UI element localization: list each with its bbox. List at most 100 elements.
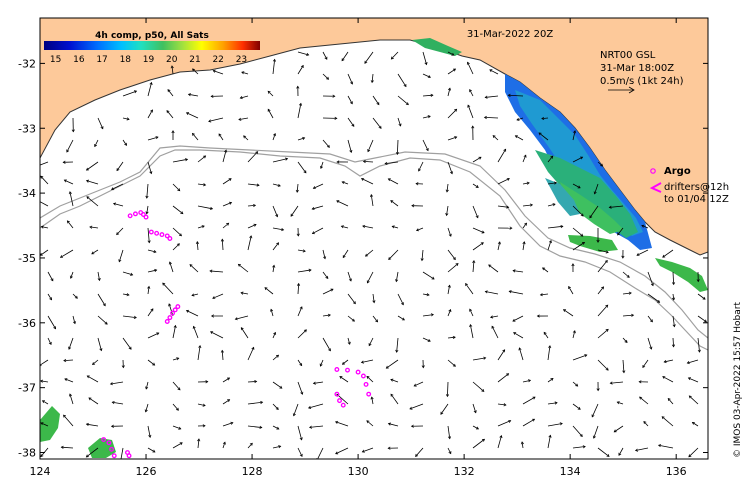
current-vector-head: [385, 365, 389, 369]
current-vector-head: [616, 401, 620, 405]
current-vector: [547, 345, 551, 361]
current-vector-head: [550, 155, 554, 159]
current-vector: [222, 422, 234, 427]
current-vector: [469, 324, 474, 339]
current-vector-head: [74, 295, 78, 299]
drifter-point: [360, 373, 366, 379]
current-vector-head: [447, 436, 452, 440]
current-vector-head: [154, 268, 158, 273]
current-vector-head: [672, 324, 676, 328]
lon-tick-label: 136: [666, 465, 687, 478]
current-vector: [146, 183, 149, 199]
current-vector-head: [227, 377, 231, 381]
colorbar-title: 4h comp, p50, All Sats: [95, 31, 209, 41]
current-vector: [186, 112, 199, 119]
current-vector-head: [249, 235, 253, 239]
current-vector-head: [308, 268, 312, 272]
current-vector-head: [208, 119, 212, 123]
current-vector: [622, 337, 628, 343]
current-vector: [272, 59, 276, 75]
current-vector-head: [643, 420, 647, 424]
current-vector: [422, 293, 430, 296]
current-vector-head: [390, 56, 394, 60]
current-vector: [147, 109, 153, 119]
current-vector-head: [508, 290, 512, 294]
current-vector-head: [398, 123, 402, 127]
current-vector: [312, 205, 324, 210]
current-vector: [272, 403, 279, 410]
current-vector: [297, 51, 309, 56]
current-vector: [547, 435, 551, 449]
colorbar-tick-label: 18: [120, 55, 132, 65]
current-vector-head: [472, 260, 476, 264]
current-vector: [472, 227, 485, 234]
current-vector-head: [150, 308, 154, 312]
current-vector: [297, 103, 302, 119]
current-vector-head: [580, 156, 584, 160]
current-vector: [622, 292, 632, 295]
current-vector-head: [40, 422, 44, 426]
current-vector-head: [450, 171, 454, 175]
current-vector: [485, 291, 499, 295]
current-vector-head: [296, 282, 301, 286]
current-vector-head: [552, 203, 556, 207]
current-vector: [112, 401, 124, 405]
current-vector: [688, 395, 699, 405]
current-vector: [397, 315, 405, 321]
current-vector-head: [481, 388, 485, 392]
current-vector: [172, 442, 183, 449]
current-vector-head: [360, 360, 364, 364]
current-vector-head: [147, 240, 151, 244]
current-vector: [465, 283, 474, 295]
sst-swath: [40, 38, 708, 458]
current-vector: [172, 357, 179, 361]
current-vector-head: [562, 309, 567, 313]
current-vector-head: [507, 93, 511, 97]
current-vector: [397, 73, 407, 87]
current-vector-head: [312, 381, 316, 385]
current-vector-head: [330, 288, 334, 292]
current-vector: [617, 227, 624, 236]
current-vector: [197, 403, 206, 407]
current-vector: [447, 161, 453, 174]
current-vector: [87, 375, 99, 383]
current-vector: [335, 447, 349, 455]
axes: 124 126 128 130 132 134 136 -32 -33 -34 -35 -36 -37 -…: [18, 18, 708, 478]
colorbar-tick-label: 17: [96, 55, 107, 65]
current-vector-head: [145, 211, 149, 215]
current-vector: [218, 133, 224, 141]
current-vector: [111, 183, 124, 190]
current-vector: [40, 201, 49, 207]
current-vector-head: [663, 359, 667, 364]
colorbar-tick-label: 16: [73, 55, 85, 65]
current-vector: [388, 178, 399, 185]
current-vector-head: [481, 230, 485, 234]
current-vector: [172, 158, 188, 163]
current-vector-head: [168, 303, 172, 307]
current-vector: [145, 381, 149, 390]
current-vector: [272, 425, 280, 430]
drifter-point: [334, 391, 340, 397]
current-vector-head: [509, 226, 513, 230]
current-vector: [497, 373, 509, 383]
current-vector: [208, 117, 224, 122]
current-vector: [247, 204, 256, 207]
current-vector: [341, 181, 349, 185]
current-vector-head: [529, 203, 534, 207]
current-vector: [363, 160, 374, 163]
current-vector-head: [395, 279, 399, 283]
current-vector-head: [390, 200, 394, 204]
current-vector-head: [40, 225, 44, 229]
current-vector: [563, 309, 574, 317]
current-vector: [222, 202, 232, 207]
current-vector-head: [475, 426, 480, 430]
current-vector: [322, 139, 330, 148]
current-vector-head: [424, 62, 428, 66]
current-vector: [440, 403, 449, 415]
current-vector: [365, 249, 374, 257]
current-vector: [247, 401, 263, 405]
current-vector: [422, 51, 427, 65]
current-vector-head: [109, 382, 113, 386]
current-vector-head: [94, 144, 98, 148]
current-vector: [147, 161, 152, 174]
